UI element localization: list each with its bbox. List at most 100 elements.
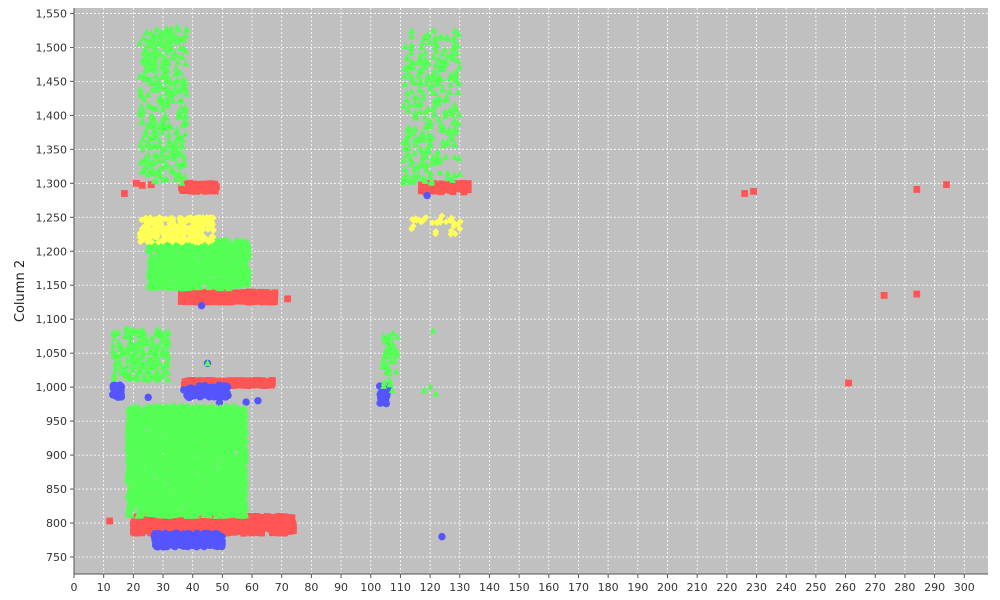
data-point (239, 520, 247, 527)
data-point (164, 537, 172, 545)
data-point (244, 293, 252, 301)
data-point (216, 289, 224, 297)
data-point (741, 190, 749, 197)
data-point (226, 377, 234, 385)
data-point (261, 293, 269, 301)
data-point (283, 514, 291, 522)
data-point (198, 520, 205, 528)
data-point (198, 288, 206, 296)
data-point (168, 518, 176, 525)
data-point (132, 179, 140, 187)
data-point (429, 185, 437, 192)
data-point (269, 294, 277, 302)
data-point (190, 391, 199, 400)
data-point (218, 542, 226, 551)
data-point (179, 187, 187, 194)
data-point (256, 292, 263, 300)
data-point (449, 180, 457, 187)
data-point (200, 297, 208, 305)
data-point (197, 301, 206, 310)
data-point (254, 527, 262, 535)
data-point (223, 383, 232, 391)
data-point (913, 290, 921, 298)
data-point (440, 186, 448, 194)
data-point (267, 298, 275, 306)
data-point (224, 298, 232, 306)
data-point (248, 529, 255, 537)
data-point (455, 180, 462, 188)
data-point (151, 516, 159, 524)
data-point (220, 295, 228, 303)
data-point (163, 524, 171, 532)
data-point (444, 183, 452, 191)
data-point (197, 385, 206, 393)
data-point (245, 521, 253, 529)
data-point (135, 523, 142, 531)
data-point (158, 523, 165, 531)
data-point (258, 381, 266, 389)
data-point (130, 518, 138, 526)
data-point (210, 391, 219, 399)
data-point (153, 520, 161, 528)
data-point (286, 514, 294, 522)
data-point (269, 529, 276, 537)
data-point (213, 297, 221, 305)
data-point (268, 379, 276, 387)
data-point (418, 185, 426, 193)
data-point (180, 386, 188, 394)
data-point (106, 517, 114, 525)
data-point (250, 379, 257, 387)
data-point (186, 525, 194, 533)
data-point (459, 179, 467, 187)
data-point (195, 186, 203, 194)
data-point (750, 188, 757, 195)
data-point (137, 519, 145, 527)
data-point (242, 398, 250, 406)
data-point (198, 378, 206, 386)
data-point (181, 378, 189, 386)
data-point (205, 378, 212, 386)
data-points (106, 23, 950, 551)
data-point (434, 185, 442, 193)
data-point (845, 379, 852, 387)
data-point (266, 525, 274, 533)
data-point (215, 381, 223, 390)
data-point (255, 379, 262, 387)
data-point (270, 514, 278, 522)
data-point (275, 518, 283, 526)
data-point (198, 531, 207, 539)
data-point (176, 517, 183, 525)
data-point (138, 181, 146, 189)
data-point (198, 525, 206, 533)
data-point (121, 190, 128, 197)
data-point (263, 521, 270, 529)
data-point (253, 513, 261, 521)
data-point (147, 516, 155, 524)
data-point (257, 516, 264, 524)
data-point (192, 538, 200, 546)
data-point (208, 520, 216, 528)
data-point (163, 517, 171, 525)
data-point (251, 293, 259, 301)
data-point (231, 379, 238, 387)
data-point (943, 181, 950, 189)
data-point (131, 529, 139, 537)
data-point (227, 294, 235, 302)
data-point (169, 521, 177, 529)
data-point (230, 514, 237, 522)
data-point (212, 380, 219, 388)
data-point (194, 377, 202, 385)
data-point (203, 519, 211, 526)
data-point (173, 521, 180, 529)
data-point (423, 185, 431, 193)
data-point (159, 543, 168, 551)
data-point (274, 522, 282, 530)
data-point (211, 541, 220, 549)
data-point (216, 527, 224, 534)
data-point (192, 289, 200, 297)
data-point (224, 517, 232, 525)
data-point (201, 542, 209, 550)
data-point (250, 519, 258, 527)
data-point (154, 492, 162, 499)
